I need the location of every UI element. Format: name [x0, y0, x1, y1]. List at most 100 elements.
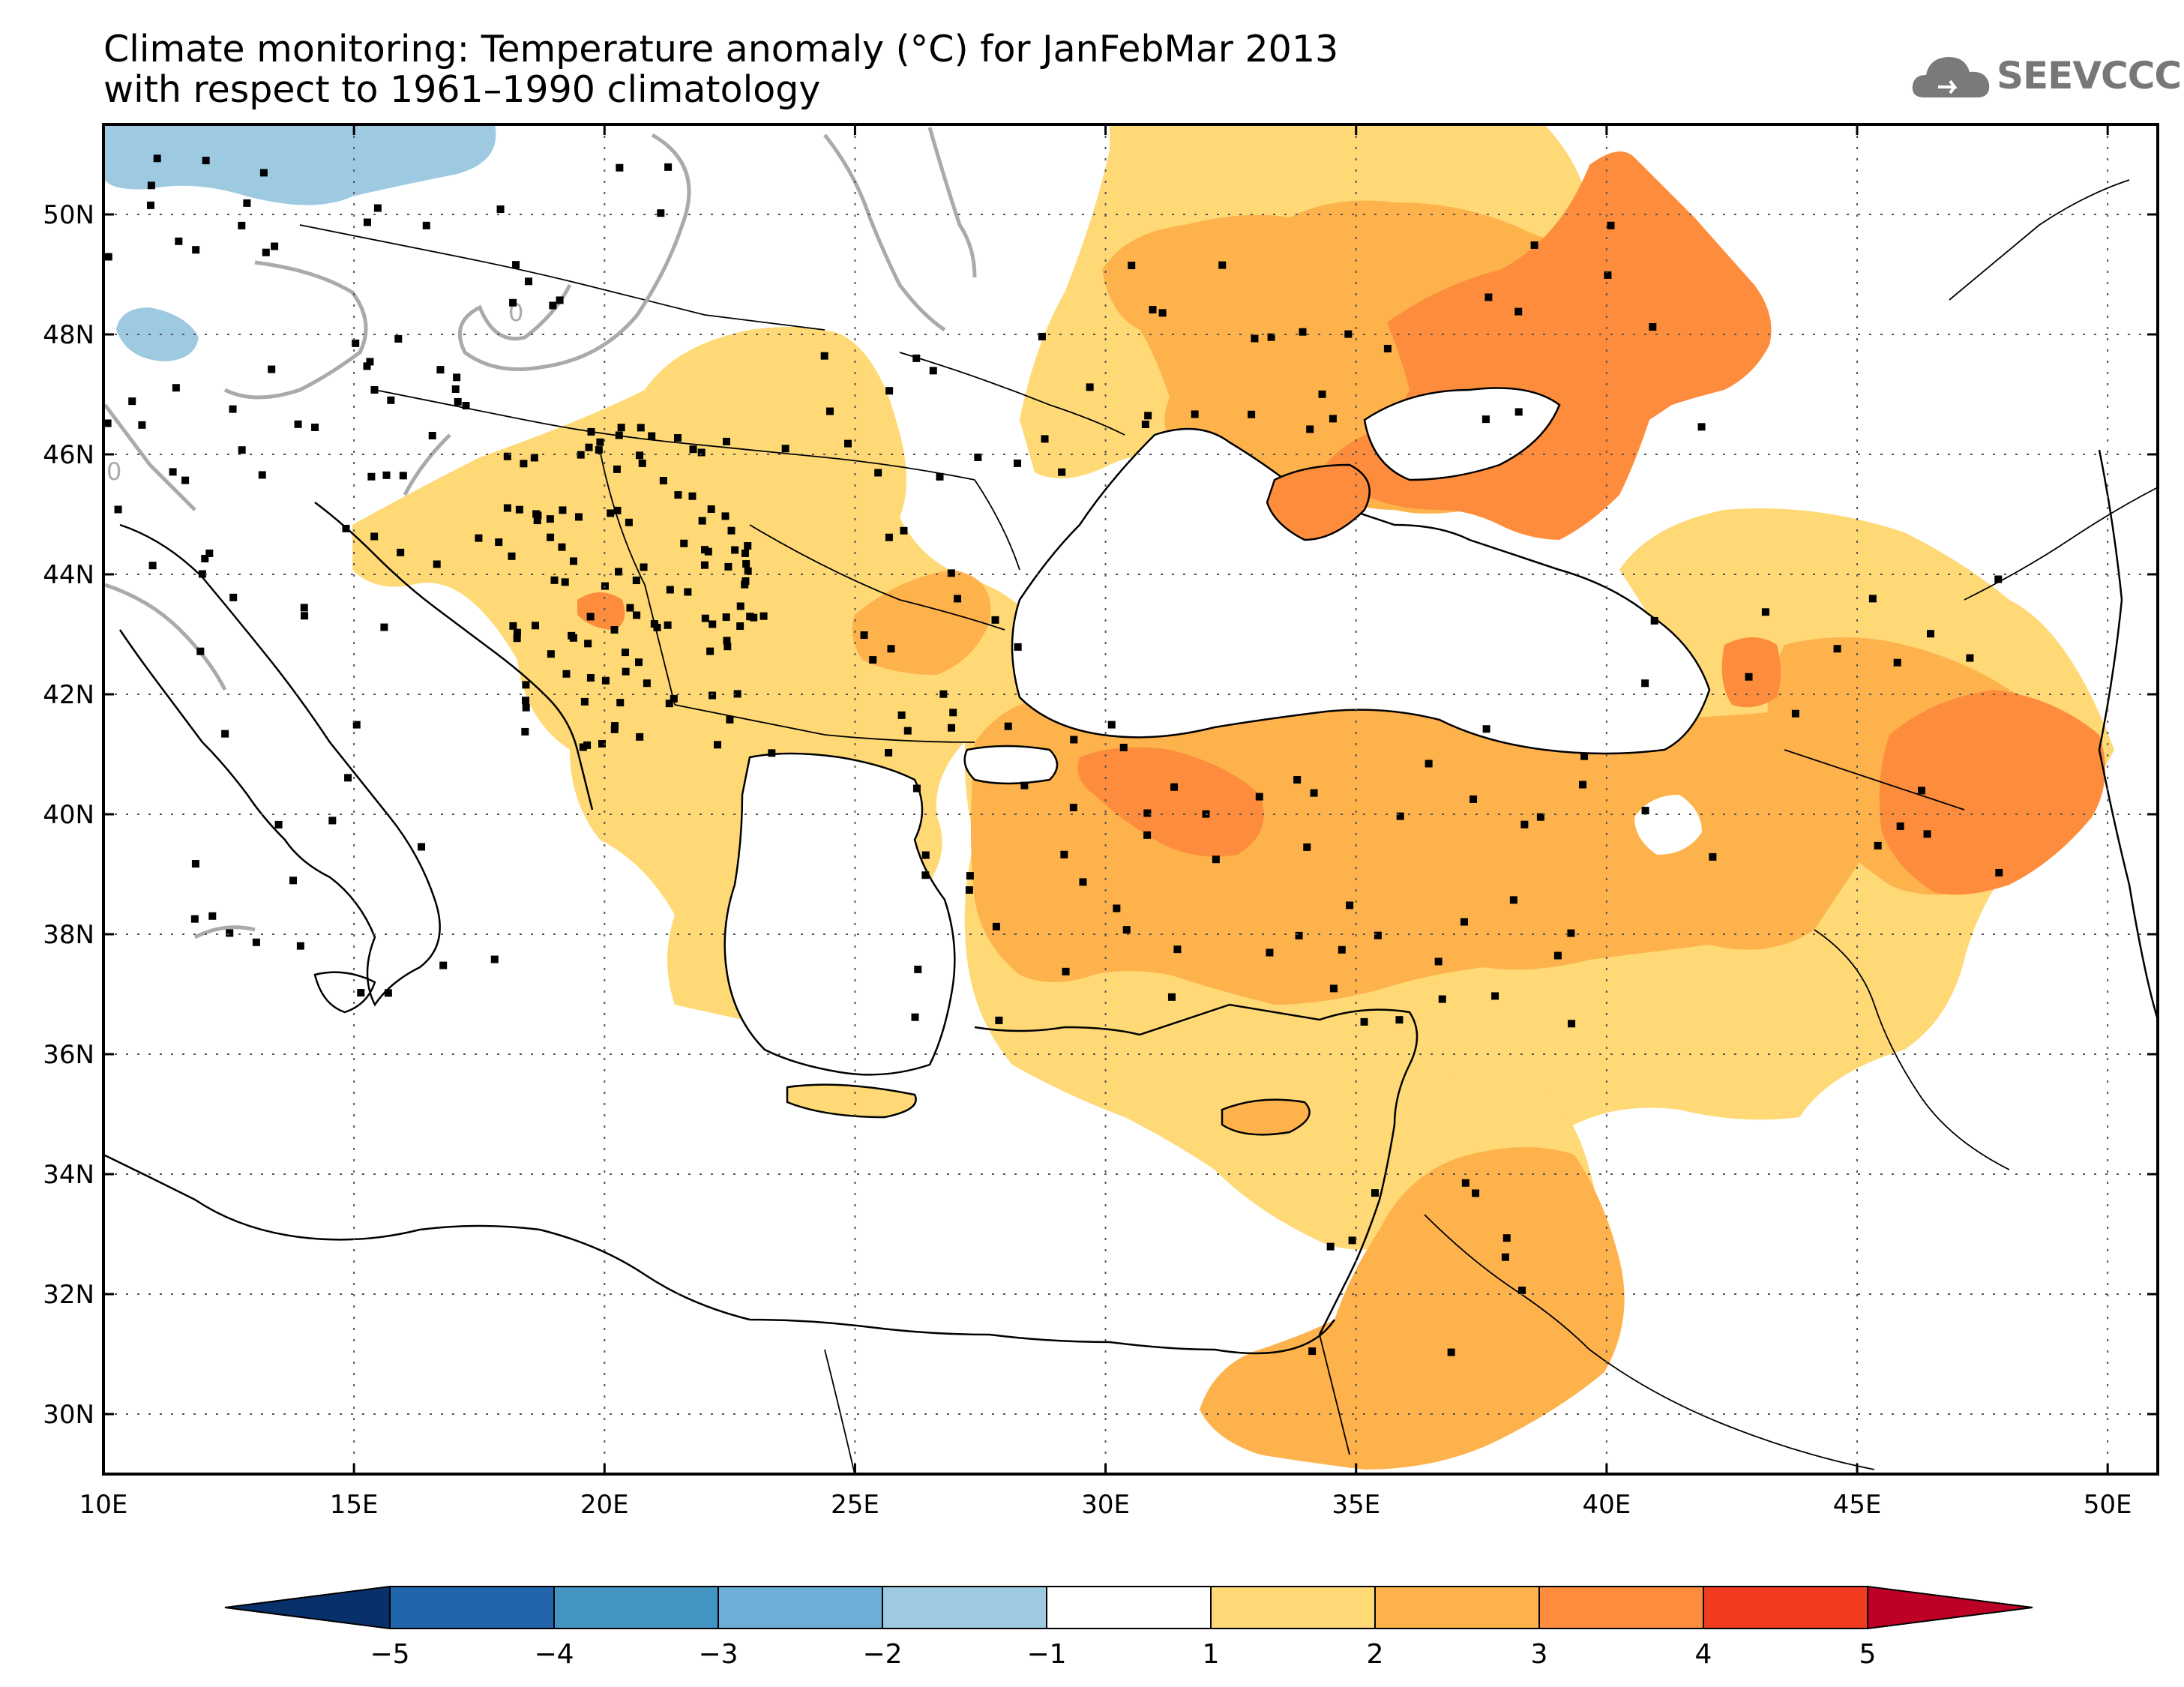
station-marker: [1348, 1236, 1356, 1245]
station-marker: [569, 557, 577, 565]
station-marker: [1070, 736, 1078, 744]
x-tick-label: 10E: [79, 1490, 128, 1520]
station-marker: [274, 820, 283, 829]
station-marker: [1641, 807, 1649, 815]
station-marker: [1293, 776, 1302, 784]
station-marker: [701, 614, 709, 622]
station-marker: [397, 548, 405, 556]
station-marker: [509, 298, 517, 307]
station-marker: [547, 650, 555, 658]
station-marker: [1761, 608, 1769, 616]
station-marker: [190, 915, 199, 923]
station-marker: [640, 563, 648, 571]
station-marker: [1579, 781, 1587, 789]
station-marker: [262, 248, 270, 256]
station-marker: [1461, 1179, 1469, 1187]
station-marker: [1267, 333, 1275, 341]
station-marker: [370, 532, 379, 541]
sea-of-azov: [1363, 387, 1561, 481]
seevccc-logo: SEEVCCC: [1908, 45, 2182, 112]
station-marker: [1530, 241, 1538, 249]
station-marker: [706, 647, 715, 655]
y-tick-label: 44N: [43, 560, 94, 590]
station-marker: [885, 387, 894, 395]
anomaly-area-white-east-turkey: [1634, 795, 1702, 855]
station-marker: [198, 570, 206, 578]
colorbar-label: −1: [1026, 1639, 1066, 1670]
station-marker: [731, 546, 739, 554]
station-marker: [992, 922, 1000, 930]
contour-label-0-b: 0: [106, 457, 121, 486]
station-marker: [921, 851, 930, 859]
station-marker: [1062, 967, 1070, 975]
colorbar-label: −4: [534, 1639, 574, 1670]
station-marker: [522, 681, 530, 689]
station-marker: [724, 562, 732, 571]
station-marker: [666, 586, 674, 594]
anomaly-area-darkorange-georgia: [1721, 637, 1781, 708]
caspian-coast: [2098, 449, 2158, 1020]
crete-outline: [786, 1083, 917, 1119]
station-marker: [947, 569, 955, 577]
station-marker: [939, 690, 948, 698]
y-tick-label: 48N: [43, 320, 94, 350]
station-marker: [556, 296, 564, 304]
station-marker: [490, 955, 499, 963]
colorbar-label: −2: [862, 1639, 902, 1670]
turkey-south-coast: [974, 1003, 1419, 1335]
station-marker: [208, 912, 217, 920]
station-marker: [688, 492, 697, 500]
station-marker: [259, 169, 268, 177]
sea-of-marmara: [963, 745, 1059, 785]
station-marker: [258, 471, 266, 479]
station-marker: [929, 367, 937, 375]
station-marker: [352, 339, 360, 347]
zero-contour-lines: [103, 127, 977, 939]
anomaly-area-blue-north: [105, 124, 496, 205]
station-marker: [104, 253, 112, 261]
station-marker: [1346, 901, 1354, 909]
station-marker: [742, 560, 750, 568]
colorbar-label: 2: [1367, 1639, 1384, 1670]
station-marker: [252, 938, 260, 946]
station-marker: [1923, 830, 1931, 838]
station-marker: [147, 181, 155, 190]
station-marker: [1173, 945, 1182, 954]
station-marker: [596, 438, 604, 446]
station-marker: [1580, 752, 1589, 760]
station-marker: [574, 513, 583, 521]
station-marker: [1568, 1020, 1576, 1028]
station-marker: [621, 649, 629, 657]
anomaly-area-darkorange-anatolia: [1077, 747, 1264, 857]
map-axes: 10E 15E 20E 25E 30E 35E 40E 45E 50E 30N 32N 34N 36N 3…: [43, 124, 2158, 1520]
north-africa-coast: [103, 1153, 1336, 1355]
station-marker: [900, 526, 908, 535]
station-marker: [549, 301, 557, 310]
station-marker: [820, 352, 828, 360]
station-marker: [422, 221, 430, 229]
station-marker: [172, 384, 180, 392]
y-tick-label: 40N: [43, 800, 94, 830]
station-marker: [226, 929, 234, 937]
station-marker: [496, 205, 505, 214]
station-marker: [897, 711, 906, 719]
colorbar-label: −5: [370, 1639, 409, 1670]
station-marker: [632, 577, 640, 585]
station-marker: [674, 434, 682, 442]
anomaly-area-blue-west: [116, 307, 199, 361]
station-marker: [1149, 306, 1157, 314]
station-marker: [1502, 1234, 1511, 1242]
station-marker: [921, 871, 930, 879]
station-marker: [503, 452, 511, 460]
station-marker: [674, 491, 682, 499]
colorbar-segment: [553, 1586, 719, 1629]
aegean-sea: [724, 752, 956, 1076]
station-marker: [700, 561, 709, 569]
station-marker: [1344, 330, 1353, 338]
station-marker: [399, 472, 407, 480]
station-marker: [579, 743, 587, 751]
station-marker: [616, 163, 624, 172]
anomaly-area-darkorange-serbia: [577, 592, 625, 630]
station-marker: [1994, 575, 2003, 583]
station-marker: [948, 724, 956, 732]
